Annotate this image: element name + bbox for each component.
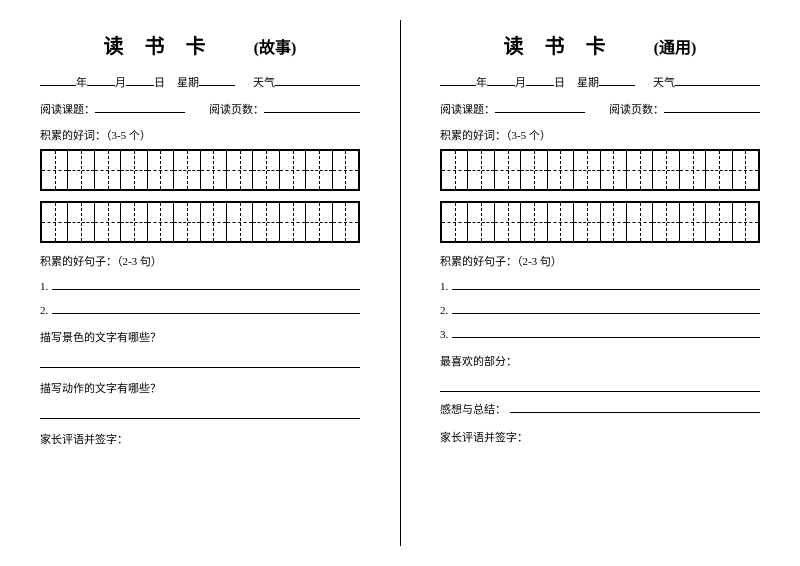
- favorite-label: 最喜欢的部分：: [440, 353, 760, 369]
- sent2-blank[interactable]: [452, 301, 760, 314]
- sent1-blank[interactable]: [52, 277, 360, 290]
- thoughts-blank[interactable]: [510, 400, 760, 413]
- sent1-num: 1.: [440, 281, 448, 293]
- center-divider: [400, 20, 401, 546]
- sent1-num: 1.: [40, 281, 48, 293]
- word-grid-2[interactable]: [40, 201, 360, 243]
- month-blank[interactable]: [487, 73, 515, 86]
- card-title: 读 书 卡: [104, 30, 214, 59]
- goodwords-label: 积累的好词：（3-5 个）: [440, 127, 760, 143]
- sentence-1: 1.: [440, 277, 760, 293]
- sign-label: 家长评语并签字：: [440, 429, 760, 445]
- topic-row: 阅读课题： 阅读页数：: [40, 100, 360, 117]
- weather-label: 天气: [253, 74, 275, 90]
- word-grid-2[interactable]: [440, 201, 760, 243]
- topic-blank[interactable]: [495, 100, 585, 113]
- card-subtitle: (通用): [654, 34, 697, 58]
- month-blank[interactable]: [87, 73, 115, 86]
- sent3-blank[interactable]: [452, 325, 760, 338]
- day-label: 日: [554, 74, 565, 90]
- sentence-1: 1.: [40, 277, 360, 293]
- goodsentences-label: 积累的好句子：（2-3 句）: [40, 253, 360, 269]
- weekday-label: 星期: [177, 74, 199, 90]
- thoughts-label: 感想与总结：: [440, 401, 506, 417]
- q1-label: 描写景色的文字有哪些？: [40, 329, 360, 345]
- sentence-2: 2.: [40, 301, 360, 317]
- day-label: 日: [154, 74, 165, 90]
- weekday-label: 星期: [577, 74, 599, 90]
- word-grid-1[interactable]: [40, 149, 360, 191]
- sent2-blank[interactable]: [52, 301, 360, 314]
- date-row: 年 月 日 星期 天气: [440, 73, 760, 90]
- topic-row: 阅读课题： 阅读页数：: [440, 100, 760, 117]
- sent3-num: 3.: [440, 329, 448, 341]
- card-subtitle: (故事): [254, 34, 297, 58]
- sent2-num: 2.: [440, 305, 448, 317]
- thoughts-row: 感想与总结：: [440, 400, 760, 417]
- reading-card-right: 读 书 卡 (通用) 年 月 日 星期 天气 阅读课题： 阅读页数： 积累的好词…: [400, 0, 800, 566]
- topic-label: 阅读课题：: [40, 101, 95, 117]
- day-blank[interactable]: [126, 73, 154, 86]
- month-label: 月: [515, 74, 526, 90]
- word-grid-1[interactable]: [440, 149, 760, 191]
- favorite-blank[interactable]: [440, 379, 760, 392]
- sentence-2: 2.: [440, 301, 760, 317]
- pages-label: 阅读页数：: [209, 101, 264, 117]
- day-blank[interactable]: [526, 73, 554, 86]
- weather-blank[interactable]: [275, 73, 360, 86]
- month-label: 月: [115, 74, 126, 90]
- goodsentences-label: 积累的好句子：（2-3 句）: [440, 253, 760, 269]
- q1-blank[interactable]: [40, 355, 360, 368]
- weather-label: 天气: [653, 74, 675, 90]
- sentence-3: 3.: [440, 325, 760, 341]
- goodwords-label: 积累的好词：（3-5 个）: [40, 127, 360, 143]
- sent2-num: 2.: [40, 305, 48, 317]
- year-blank[interactable]: [40, 73, 76, 86]
- date-row: 年 月 日 星期 天气: [40, 73, 360, 90]
- title-row: 读 书 卡 (通用): [440, 30, 760, 59]
- sent1-blank[interactable]: [452, 277, 760, 290]
- pages-blank[interactable]: [264, 100, 360, 113]
- topic-blank[interactable]: [95, 100, 185, 113]
- weekday-blank[interactable]: [199, 73, 235, 86]
- pages-label: 阅读页数：: [609, 101, 664, 117]
- reading-card-left: 读 书 卡 (故事) 年 月 日 星期 天气 阅读课题： 阅读页数： 积累的好词…: [0, 0, 400, 566]
- q2-label: 描写动作的文字有哪些？: [40, 380, 360, 396]
- year-label: 年: [476, 74, 487, 90]
- year-label: 年: [76, 74, 87, 90]
- pages-blank[interactable]: [664, 100, 760, 113]
- topic-label: 阅读课题：: [440, 101, 495, 117]
- card-title: 读 书 卡: [504, 30, 614, 59]
- sign-label: 家长评语并签字：: [40, 431, 360, 447]
- year-blank[interactable]: [440, 73, 476, 86]
- title-row: 读 书 卡 (故事): [40, 30, 360, 59]
- weather-blank[interactable]: [675, 73, 760, 86]
- weekday-blank[interactable]: [599, 73, 635, 86]
- q2-blank[interactable]: [40, 406, 360, 419]
